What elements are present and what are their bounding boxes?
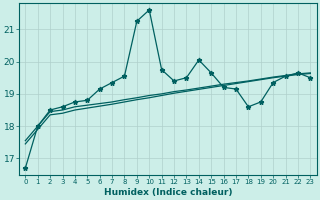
- X-axis label: Humidex (Indice chaleur): Humidex (Indice chaleur): [104, 188, 232, 197]
